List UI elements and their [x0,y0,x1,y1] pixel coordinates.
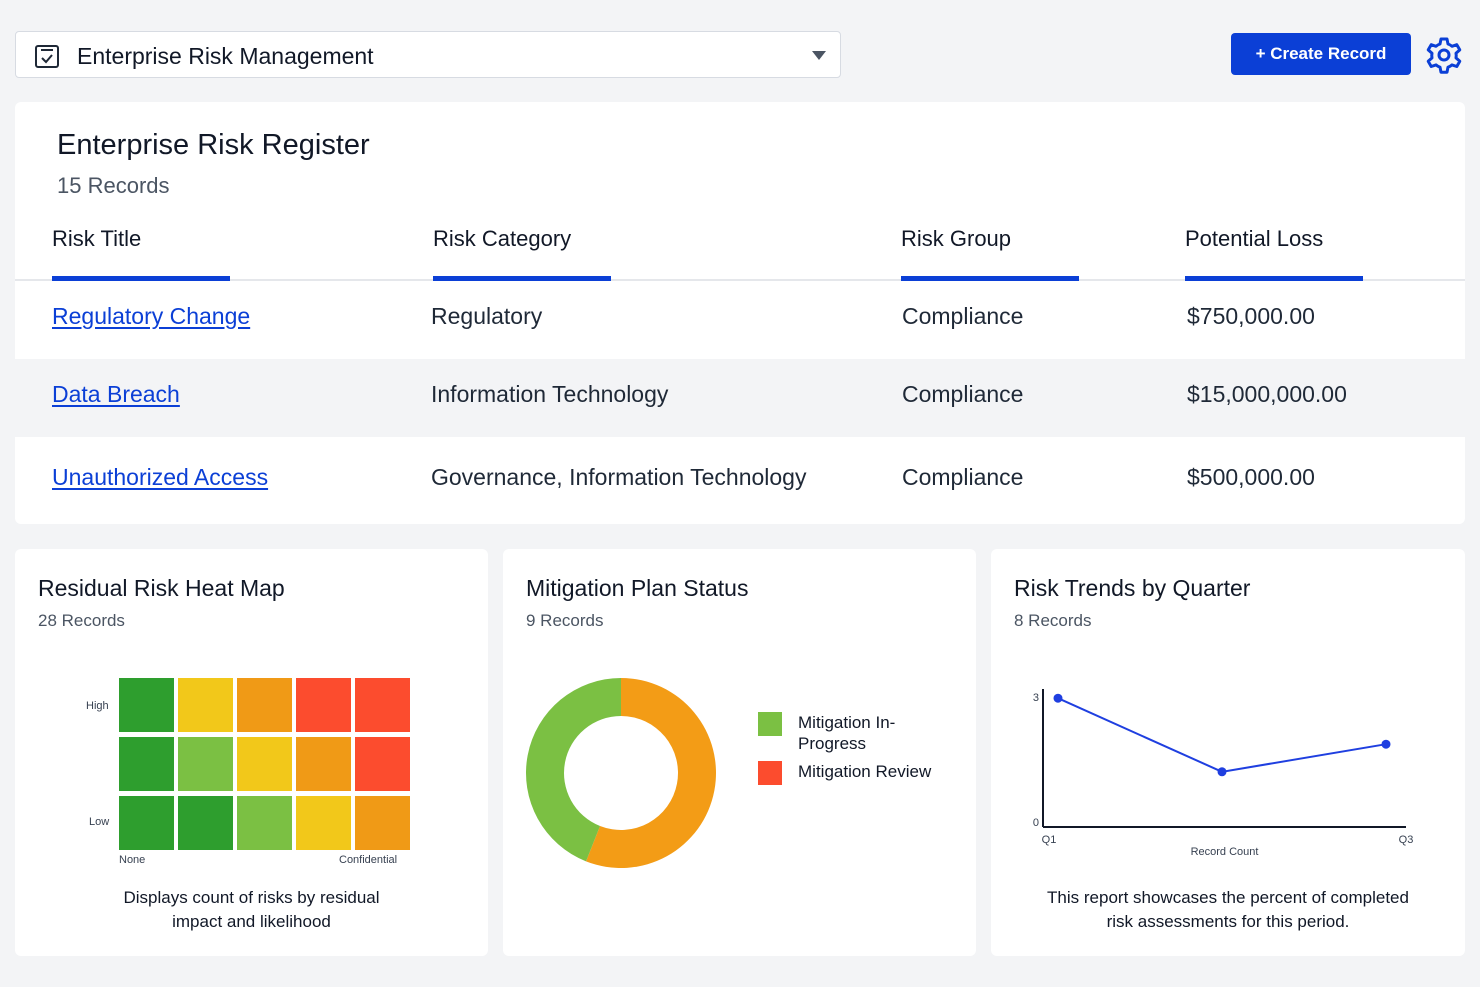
heat-map-x-start-label: None [119,854,146,866]
heat-map-cell[interactable] [355,796,410,850]
heat-map-cell[interactable] [178,796,233,850]
heat-map-cell[interactable] [119,796,174,850]
column-underline [52,276,230,281]
trends-record-count: 8 Records [1014,611,1092,630]
application-selector[interactable]: Enterprise Risk Management [15,31,841,78]
heat-map-cell[interactable] [296,737,351,791]
x-tick-label: Q1 [1042,834,1057,846]
data-point [1053,693,1063,703]
heat-map-cell[interactable] [119,678,174,732]
risk-title-link[interactable]: Regulatory Change [52,303,251,329]
legend-item-review[interactable]: Mitigation Review [758,761,958,785]
table-row: Data Breach Information Technology Compl… [15,359,1465,437]
potential-loss-cell: $750,000.00 [1187,303,1315,329]
heat-map-cell[interactable] [237,796,292,850]
legend-label-review: Mitigation Review [798,762,932,781]
risk-group-cell: Compliance [902,464,1024,490]
column-underline [901,276,1079,281]
heat-map-x-end-label: Confidential [339,854,398,866]
heat-map-cell[interactable] [355,737,410,791]
x-tick-label: Q3 [1399,834,1414,846]
heat-map-cell[interactable] [237,678,292,732]
data-point [1217,767,1227,777]
y-tick-label: 0 [1033,817,1039,829]
trends-title: Risk Trends by Quarter [1014,575,1251,601]
mitigation-title: Mitigation Plan Status [526,575,749,601]
donut-slice[interactable] [586,678,716,868]
heat-map-record-count: 28 Records [38,611,125,630]
column-underline [1185,276,1363,281]
legend-swatch-in-progress [758,712,782,736]
chevron-down-icon[interactable] [812,51,826,60]
heat-map-cell[interactable] [119,737,174,791]
heat-map-caption-line-1: Displays count of risks by residual [123,888,380,907]
risk-category-cell: Governance, Information Technology [431,464,807,490]
trend-line [1057,697,1387,773]
heat-map-cell[interactable] [355,678,410,732]
donut-slice[interactable] [526,678,621,862]
table-row: Unauthorized Access Governance, Informat… [15,442,1465,520]
heat-map-caption-line-2: impact and likelihood [172,912,331,931]
risk-register-card: Enterprise Risk Register 15 Records Risk… [15,102,1465,524]
mitigation-donut-chart[interactable] [525,677,717,869]
heat-map-cell[interactable] [178,678,233,732]
legend-item-in-progress[interactable]: Mitigation In-Progress [758,712,958,754]
risk-trends-card: Risk Trends by Quarter 8 Records 3 0 Q1 Q3 R… [991,549,1465,956]
trends-caption-line-1: This report showcases the percent of com… [1047,888,1409,907]
heat-map-y-high-label: High [86,700,109,712]
checklist-icon [35,45,59,68]
create-record-button[interactable]: + Create Record [1231,33,1411,75]
y-tick-label: 3 [1033,692,1039,704]
residual-risk-heat-map-card: Residual Risk Heat Map 28 Records High L… [15,549,488,956]
risk-trends-line-chart[interactable]: 3 0Q1 Q3 Record Count [1011,679,1451,864]
risk-category-cell: Regulatory [431,303,543,329]
trends-caption-line-2: risk assessments for this period. [1106,912,1350,931]
heat-map-cell[interactable] [296,678,351,732]
risk-title-link[interactable]: Data Breach [52,381,180,407]
column-header-risk-category[interactable]: Risk Category [433,226,572,251]
heat-map-title: Residual Risk Heat Map [38,575,285,601]
heat-map-cell[interactable] [178,737,233,791]
potential-loss-cell: $500,000.00 [1187,464,1315,490]
gear-icon[interactable] [1425,36,1463,74]
risk-category-cell: Information Technology [431,381,669,407]
heat-map-y-low-label: Low [89,816,110,828]
mitigation-plan-status-card: Mitigation Plan Status 9 Records Mitigat… [503,549,976,956]
register-title: Enterprise Risk Register [57,129,370,161]
risk-group-cell: Compliance [902,381,1024,407]
mitigation-record-count: 9 Records [526,611,604,630]
column-header-potential-loss[interactable]: Potential Loss [1185,226,1324,251]
column-underline [433,276,611,281]
risk-title-link[interactable]: Unauthorized Access [52,464,269,490]
heat-map-cell[interactable] [237,737,292,791]
x-axis-label: Record Count [1191,846,1259,858]
data-point [1381,739,1391,749]
legend-swatch-review [758,761,782,785]
table-row: Regulatory Change Regulatory Compliance … [15,281,1465,359]
heat-map-cell[interactable] [296,796,351,850]
register-record-count: 15 Records [57,173,170,198]
risk-group-cell: Compliance [902,303,1024,329]
column-header-risk-group[interactable]: Risk Group [901,226,1012,251]
top-bar: Enterprise Risk Management + Create Reco… [0,0,1480,100]
application-name: Enterprise Risk Management [77,43,374,69]
column-header-risk-title[interactable]: Risk Title [52,226,142,251]
header-divider [15,279,1465,281]
potential-loss-cell: $15,000,000.00 [1187,381,1347,407]
legend-label-in-progress: Mitigation In-Progress [798,713,896,753]
